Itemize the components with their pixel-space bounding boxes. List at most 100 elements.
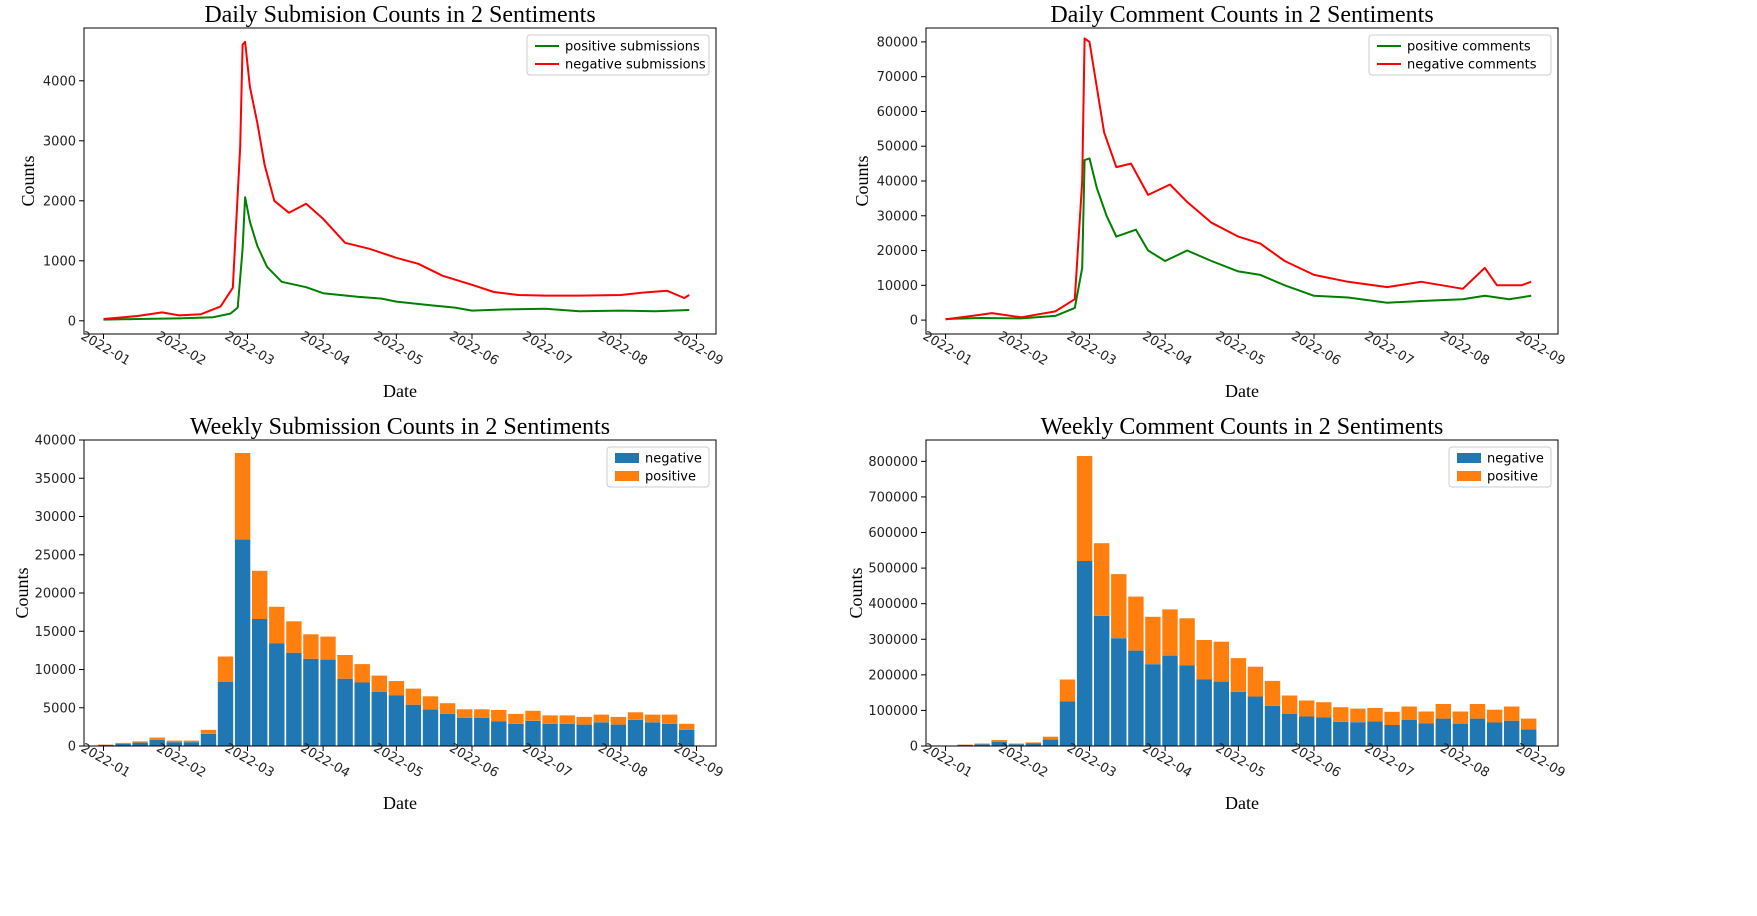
bar-negative [388,695,405,746]
legend-entry: positive [1487,470,1538,485]
y-tick-label: 20000 [35,587,76,602]
bar-negative [1401,720,1417,746]
x-tick-label: 2022-09 [1513,329,1568,369]
y-axis-label: Counts [852,155,872,206]
bar-positive [1145,616,1161,665]
plot-frame [925,439,1559,747]
bar-positive [974,743,990,745]
bar-positive [269,606,285,644]
x-tick-label: 2022-02 [996,741,1051,781]
x-tick-label: 2022-08 [1437,329,1492,369]
y-tick-label: 4000 [43,74,76,89]
y-tick-label: 80000 [877,35,918,50]
bar-positive [576,716,592,725]
legend-frame [1368,34,1552,76]
legend-entry: negative [645,452,702,467]
bar-negative [439,713,456,746]
bar-negative [1281,714,1298,746]
bar-negative [1264,705,1281,746]
bar-positive [1111,574,1127,639]
y-tick-label: 800000 [868,455,918,470]
bar-positive [1213,641,1229,682]
bar-negative [957,744,973,746]
bar-positive [1504,706,1520,721]
y-axis-label: Counts [12,567,32,618]
bar-positive [1247,666,1264,697]
bar-negative [200,733,217,746]
series-line-0 [945,157,1532,320]
bar-negative [1196,679,1212,746]
y-tick-label: 1000 [43,254,76,269]
legend-swatch [1457,471,1481,481]
bar-positive [593,714,609,723]
bar-positive [525,710,541,721]
x-tick-label: 2022-05 [1213,329,1268,369]
bar-positive [234,453,251,540]
bar-negative [422,709,439,746]
bar-positive [1179,618,1195,666]
bar-negative [662,723,678,746]
x-axis-label: Date [383,793,417,813]
bar-positive [1435,704,1451,719]
series-line-1 [103,40,690,320]
bar-negative [149,739,165,746]
chart-weekly-comments: Weekly Comment Counts in 2 Sentiments 0 10… [846,414,1568,813]
bar-positive [405,688,422,705]
bar-negative [166,742,182,746]
bar-negative [1247,696,1264,746]
x-tick-label: 2022-08 [1437,741,1492,781]
y-tick-label: 20000 [877,244,918,259]
bar-negative [1094,615,1110,746]
bar-positive [217,656,234,682]
bar-positive [1521,718,1537,730]
bar-negative [991,741,1007,746]
chart-title: Weekly Submission Counts in 2 Sentiments [190,414,610,440]
bar-negative [286,652,302,746]
y-tick-label: 0 [910,314,918,329]
x-tick-label: 2022-01 [920,741,975,781]
bar-negative [1486,722,1503,746]
bar-positive [303,634,319,659]
bar-positive [388,681,405,696]
bar-positive [508,713,524,724]
bar-negative [1059,701,1076,746]
y-tick-label: 40000 [877,175,918,190]
bar-positive [132,741,148,743]
bar-negative [1042,739,1059,746]
bar-positive [1333,707,1349,722]
series-line-1 [945,37,1532,321]
chart-weekly-submissions: Weekly Submission Counts in 2 Sentiments… [12,414,726,813]
y-tick-label: 700000 [868,490,918,505]
bar-negative [1435,718,1451,746]
legend-entry: negative [1487,452,1544,467]
bar-negative [1350,722,1366,746]
y-tick-label: 5000 [43,701,76,716]
bar-negative [1025,743,1042,746]
x-tick-label: 2022-05 [371,741,426,781]
bar-negative [974,744,990,746]
bar-positive [371,675,387,692]
bar-negative [320,659,336,746]
bar-negative [1367,721,1383,746]
x-tick-label: 2022-04 [1140,741,1195,781]
bar-positive [286,621,302,653]
y-tick-label: 60000 [877,105,918,120]
bar-positive [559,715,575,724]
bar-positive [354,664,370,683]
y-tick-label: 2000 [43,194,76,209]
y-tick-label: 400000 [868,597,918,612]
plot-frame [83,27,717,335]
bar-positive [1401,706,1417,720]
bar-negative [542,723,558,746]
x-tick-label: 2022-09 [671,741,726,781]
bar-negative [115,743,131,746]
x-tick-label: 2022-05 [1213,741,1268,781]
x-tick-label: 2022-03 [222,741,277,781]
bar-positive [610,716,627,725]
bar-positive [1042,736,1059,740]
legend-entry: positive comments [1407,40,1531,55]
bar-positive [1025,742,1042,744]
bar-positive [627,712,644,720]
x-tick-label: 2022-07 [520,329,575,369]
